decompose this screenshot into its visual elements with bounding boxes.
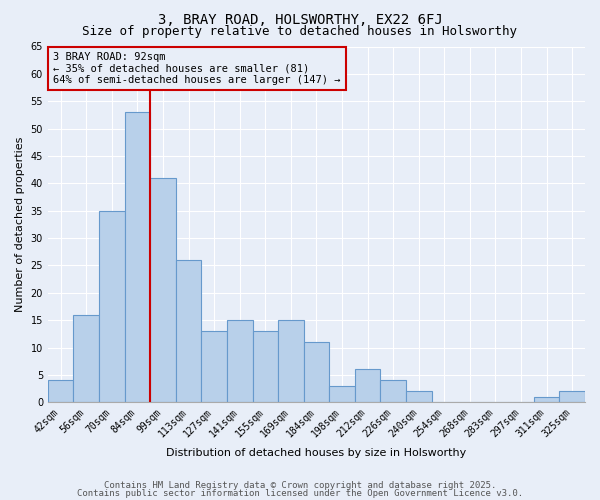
Text: 3, BRAY ROAD, HOLSWORTHY, EX22 6FJ: 3, BRAY ROAD, HOLSWORTHY, EX22 6FJ — [158, 12, 442, 26]
Bar — [406, 392, 431, 402]
Bar — [73, 314, 99, 402]
Bar — [176, 260, 202, 402]
X-axis label: Distribution of detached houses by size in Holsworthy: Distribution of detached houses by size … — [166, 448, 467, 458]
Bar — [99, 210, 125, 402]
Bar — [534, 397, 559, 402]
Text: Size of property relative to detached houses in Holsworthy: Size of property relative to detached ho… — [83, 25, 517, 38]
Bar — [278, 320, 304, 402]
Bar — [253, 331, 278, 402]
Bar — [48, 380, 73, 402]
Bar — [329, 386, 355, 402]
Text: 3 BRAY ROAD: 92sqm
← 35% of detached houses are smaller (81)
64% of semi-detache: 3 BRAY ROAD: 92sqm ← 35% of detached hou… — [53, 52, 341, 85]
Bar — [125, 112, 150, 403]
Bar — [150, 178, 176, 402]
Bar — [380, 380, 406, 402]
Text: Contains public sector information licensed under the Open Government Licence v3: Contains public sector information licen… — [77, 488, 523, 498]
Bar — [559, 392, 585, 402]
Y-axis label: Number of detached properties: Number of detached properties — [15, 136, 25, 312]
Bar — [304, 342, 329, 402]
Bar — [202, 331, 227, 402]
Bar — [227, 320, 253, 402]
Text: Contains HM Land Registry data © Crown copyright and database right 2025.: Contains HM Land Registry data © Crown c… — [104, 481, 496, 490]
Bar — [355, 370, 380, 402]
